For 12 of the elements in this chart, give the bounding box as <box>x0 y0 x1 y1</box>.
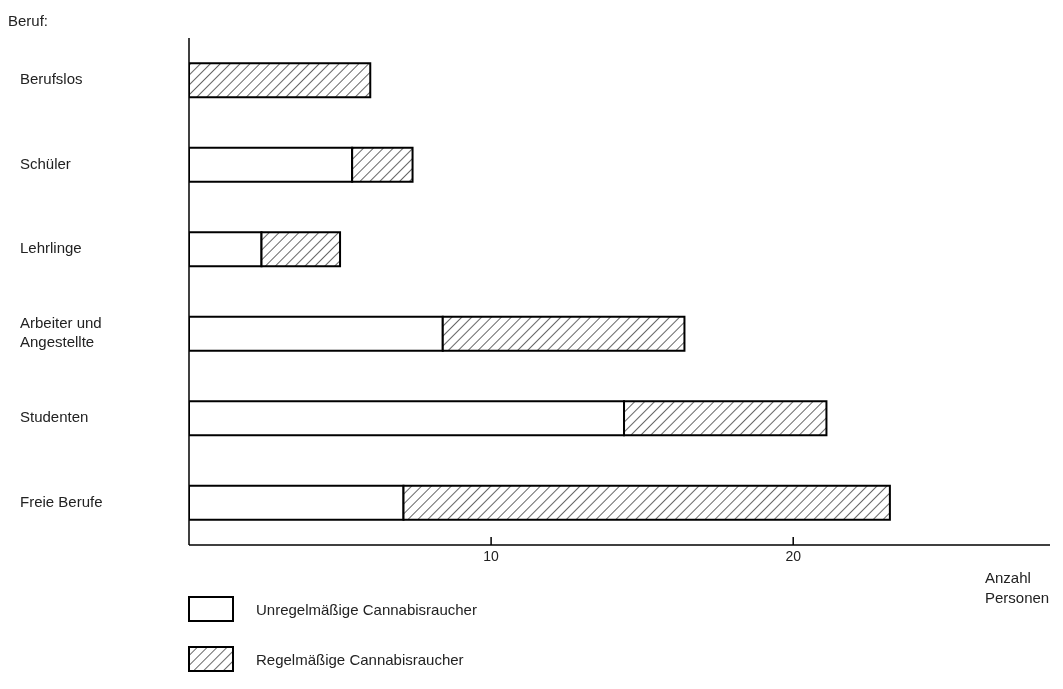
legend-label: Regelmäßige Cannabisraucher <box>256 650 464 668</box>
y-tick-label: Lehrlinge <box>20 239 82 257</box>
legend-label: Unregelmäßige Cannabisraucher <box>256 600 477 618</box>
y-axis-title: Beruf: <box>8 12 49 29</box>
y-tick-label: Studenten <box>20 408 89 426</box>
y-tick-label: Freie Berufe <box>20 492 103 510</box>
x-axis-title: Anzahl Personen <box>985 568 1050 608</box>
x-tick-label: 10 <box>483 547 500 564</box>
y-tick-label: Schüler <box>20 154 71 172</box>
y-tick-label: Arbeiter und Angestellte <box>20 314 102 351</box>
x-tick-label: 20 <box>785 547 802 564</box>
y-tick-label: Berufslos <box>20 70 83 88</box>
